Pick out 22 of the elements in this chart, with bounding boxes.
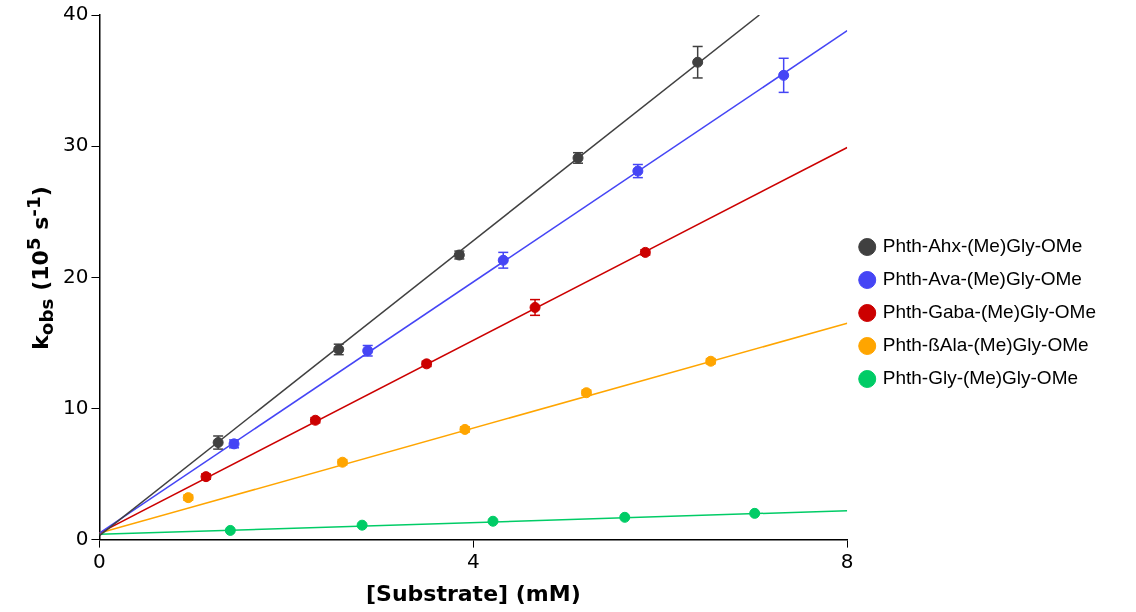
legend-label: Phth-Ahx-(Me)Gly-OMe [882, 235, 1083, 257]
x-tick-label: 4 [466, 548, 480, 573]
legend-label: Phth-ßAla-(Me)Gly-OMe [882, 334, 1089, 356]
point [224, 524, 236, 536]
point [356, 519, 368, 531]
point [778, 69, 790, 81]
y-tick-label: 30 [63, 132, 89, 157]
point [749, 507, 761, 519]
point [692, 56, 704, 68]
point [529, 301, 541, 313]
legend-label: Phth-Gaba-(Me)Gly-OMe [882, 301, 1097, 323]
y-tick-label: 40 [63, 1, 89, 26]
x-tick-label: 8 [840, 548, 854, 573]
x-axis-title: [Substrate] (mM) [365, 580, 581, 606]
y-tick-label: 0 [75, 525, 89, 550]
y-tick-label: 10 [63, 394, 89, 419]
point [487, 515, 499, 527]
x-tick-label: 0 [93, 548, 106, 573]
point [619, 511, 631, 523]
y-tick-label: 20 [63, 263, 89, 288]
legend-label: Phth-Ava-(Me)Gly-OMe [882, 268, 1082, 290]
legend-label: Phth-Gly-(Me)Gly-OMe [882, 367, 1079, 389]
